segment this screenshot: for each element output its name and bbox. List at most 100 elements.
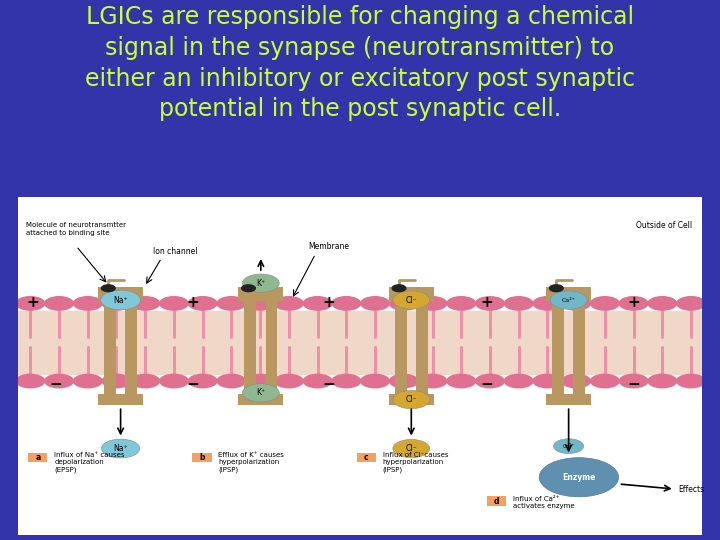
Text: −: −: [186, 377, 199, 392]
Circle shape: [503, 296, 534, 311]
Bar: [98, 394, 143, 404]
Circle shape: [590, 296, 620, 311]
Text: Cl⁻: Cl⁻: [405, 295, 417, 305]
Circle shape: [475, 374, 505, 388]
Bar: [266, 290, 277, 401]
Text: +: +: [627, 295, 640, 310]
Circle shape: [618, 296, 649, 311]
Bar: [389, 287, 434, 301]
Circle shape: [188, 296, 217, 311]
Bar: [98, 287, 143, 301]
Circle shape: [475, 296, 505, 311]
Bar: [546, 287, 591, 301]
Text: Influx of Ca²⁺
activates enzyme: Influx of Ca²⁺ activates enzyme: [513, 496, 574, 509]
Text: Influx of Cl⁻causes
hyperpolarization
(IPSP): Influx of Cl⁻causes hyperpolarization (I…: [382, 452, 448, 474]
Text: Effects: Effects: [678, 484, 704, 494]
Text: Ca²⁺: Ca²⁺: [562, 444, 575, 449]
Text: Cl⁻: Cl⁻: [405, 395, 417, 404]
Circle shape: [242, 285, 256, 292]
Circle shape: [217, 296, 246, 311]
Text: −: −: [627, 377, 640, 392]
Circle shape: [647, 374, 678, 388]
Circle shape: [446, 374, 477, 388]
Text: Membrane: Membrane: [309, 241, 350, 251]
Bar: [573, 290, 585, 401]
Text: Na⁺: Na⁺: [113, 444, 128, 453]
Text: −: −: [49, 377, 62, 392]
Circle shape: [73, 374, 103, 388]
Circle shape: [539, 458, 618, 497]
Text: +: +: [27, 295, 40, 310]
Circle shape: [532, 296, 562, 311]
Text: Efflux of K⁺ causes
hyperpolarization
(IPSP): Efflux of K⁺ causes hyperpolarization (I…: [218, 452, 284, 474]
Circle shape: [331, 296, 361, 311]
Text: +: +: [480, 295, 493, 310]
Circle shape: [393, 440, 430, 457]
Circle shape: [590, 374, 620, 388]
Circle shape: [302, 374, 333, 388]
Circle shape: [393, 291, 430, 309]
Circle shape: [302, 296, 333, 311]
Circle shape: [360, 296, 390, 311]
Bar: [192, 453, 212, 462]
Circle shape: [549, 285, 563, 292]
Circle shape: [274, 374, 304, 388]
Circle shape: [389, 374, 419, 388]
Circle shape: [532, 374, 562, 388]
Circle shape: [243, 274, 279, 292]
Circle shape: [389, 296, 419, 311]
Bar: [238, 394, 284, 404]
Text: Influx of Na⁺ causes
depolarization
(EPSP): Influx of Na⁺ causes depolarization (EPS…: [54, 452, 125, 474]
Bar: [244, 290, 256, 401]
Circle shape: [647, 296, 678, 311]
Circle shape: [393, 390, 430, 409]
Text: c: c: [364, 453, 369, 462]
Text: Na⁺: Na⁺: [113, 295, 128, 305]
Text: a: a: [35, 453, 40, 462]
Text: Ca²⁺: Ca²⁺: [562, 298, 575, 302]
Bar: [28, 453, 48, 462]
Circle shape: [676, 296, 706, 311]
Bar: [18, 311, 702, 374]
Circle shape: [245, 374, 275, 388]
Bar: [389, 394, 434, 404]
Circle shape: [102, 285, 115, 292]
Circle shape: [44, 296, 74, 311]
Text: K⁺: K⁺: [256, 388, 266, 397]
Text: K⁺: K⁺: [256, 279, 266, 288]
Circle shape: [15, 374, 45, 388]
Circle shape: [188, 374, 217, 388]
Circle shape: [446, 296, 477, 311]
Bar: [552, 290, 564, 401]
Text: −: −: [323, 377, 336, 392]
Bar: [238, 287, 284, 301]
Circle shape: [102, 439, 140, 458]
Circle shape: [418, 374, 448, 388]
Bar: [416, 290, 428, 401]
Text: Ion channel: Ion channel: [153, 247, 197, 255]
Circle shape: [561, 374, 591, 388]
Circle shape: [217, 374, 246, 388]
Circle shape: [676, 374, 706, 388]
Bar: [395, 290, 407, 401]
Text: Enzyme: Enzyme: [562, 472, 595, 482]
Bar: [546, 394, 591, 404]
Circle shape: [550, 291, 587, 309]
Circle shape: [554, 438, 584, 454]
Bar: [104, 290, 116, 401]
Circle shape: [102, 374, 132, 388]
Circle shape: [503, 374, 534, 388]
Circle shape: [331, 374, 361, 388]
Circle shape: [130, 374, 161, 388]
Text: b: b: [199, 453, 204, 462]
Circle shape: [561, 296, 591, 311]
Text: +: +: [323, 295, 336, 310]
Text: +: +: [186, 295, 199, 310]
Text: Cl⁻: Cl⁻: [405, 444, 417, 453]
Circle shape: [360, 374, 390, 388]
Bar: [125, 290, 137, 401]
Circle shape: [15, 296, 45, 311]
Circle shape: [245, 296, 275, 311]
Circle shape: [101, 291, 140, 310]
Text: LGICs are responsible for changing a chemical
signal in the synapse (neurotransm: LGICs are responsible for changing a che…: [85, 5, 635, 122]
